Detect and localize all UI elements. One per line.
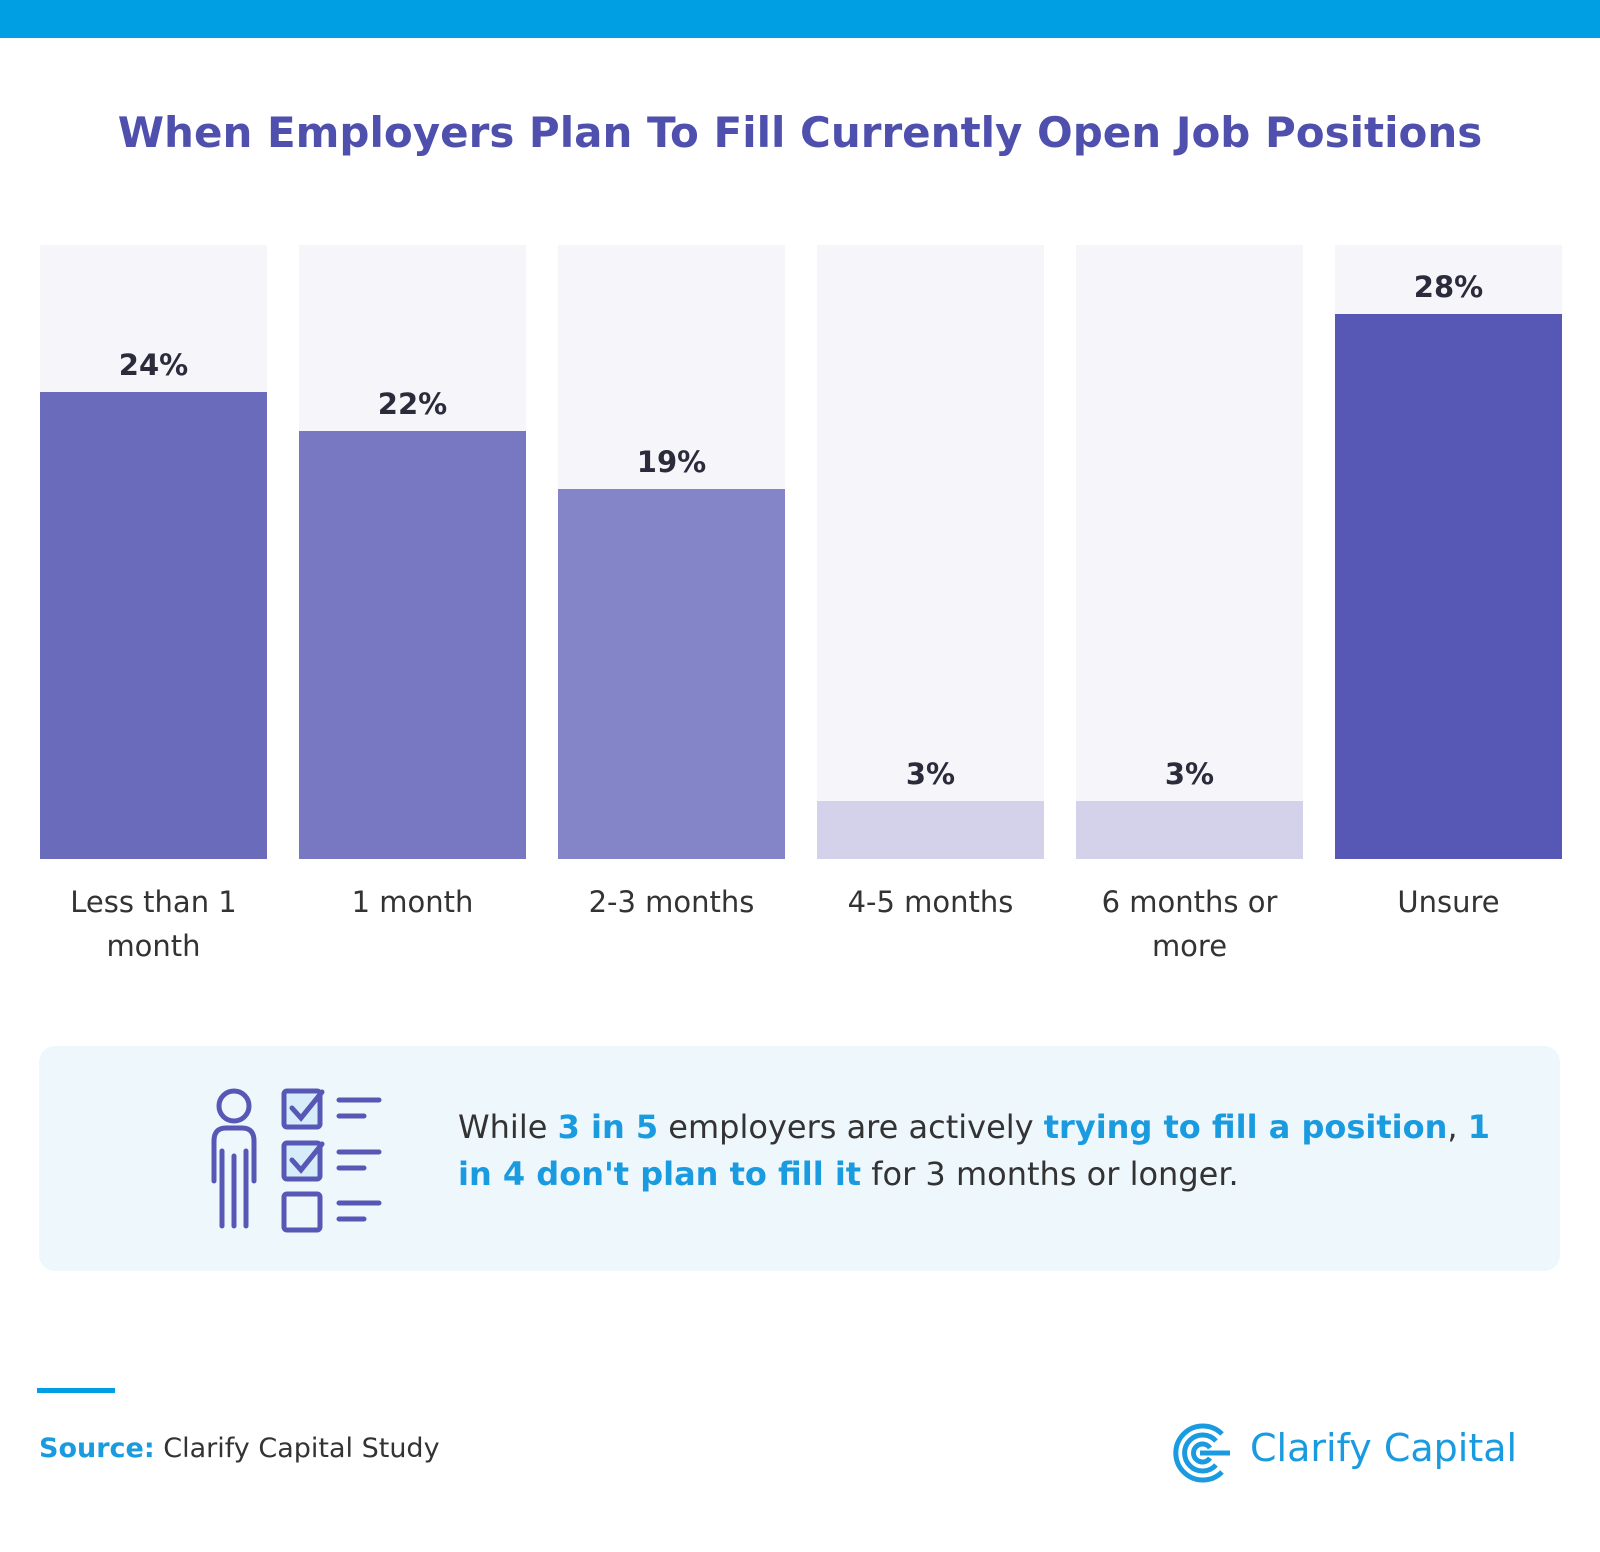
value-label: 19% — [636, 445, 707, 480]
callout-segment: for 3 months or longer. — [861, 1155, 1239, 1193]
value-label: 3% — [905, 756, 956, 791]
bar-track — [817, 245, 1044, 859]
top-bar — [0, 0, 1600, 38]
category-label: 6 months or more — [1101, 885, 1278, 963]
bar — [1335, 314, 1562, 859]
source-text: Clarify Capital Study — [163, 1433, 440, 1464]
callout-text: While 3 in 5 employers are actively tryi… — [458, 1104, 1518, 1198]
source: Source: Clarify Capital Study — [39, 1433, 440, 1464]
value-label: 24% — [118, 347, 189, 382]
bar — [817, 800, 1044, 859]
value-label: 3% — [1164, 756, 1215, 791]
bar — [1076, 800, 1303, 859]
category-label: 1 month — [351, 885, 474, 919]
bar — [40, 391, 267, 859]
category-label: 2-3 months — [588, 885, 755, 919]
bar — [558, 489, 785, 859]
chart-title: When Employers Plan To Fill Currently Op… — [117, 108, 1483, 157]
callout-segment: , — [1447, 1108, 1468, 1146]
category-label: Less than 1 month — [70, 885, 237, 963]
category-label: Unsure — [1397, 885, 1500, 919]
bar-track — [1076, 245, 1303, 859]
callout-box — [39, 1046, 1560, 1271]
source-rule — [37, 1388, 115, 1393]
callout-segment: While — [458, 1108, 558, 1146]
checklist-icon — [211, 1088, 382, 1233]
source-label: Source: — [39, 1433, 155, 1464]
brand-name: Clarify Capital — [1250, 1426, 1518, 1470]
callout-highlight: trying to fill a position — [1043, 1108, 1448, 1146]
value-label: 28% — [1413, 270, 1484, 305]
callout-segment: employers are actively — [658, 1108, 1044, 1146]
callout-highlight: 3 in 5 — [557, 1108, 659, 1146]
category-label: 4-5 months — [847, 885, 1014, 919]
bar — [299, 430, 526, 859]
value-label: 22% — [377, 386, 448, 421]
brand-logo — [1173, 1423, 1230, 1483]
callout-highlight: 1 in 4 don't plan to fill it — [458, 1108, 1490, 1193]
